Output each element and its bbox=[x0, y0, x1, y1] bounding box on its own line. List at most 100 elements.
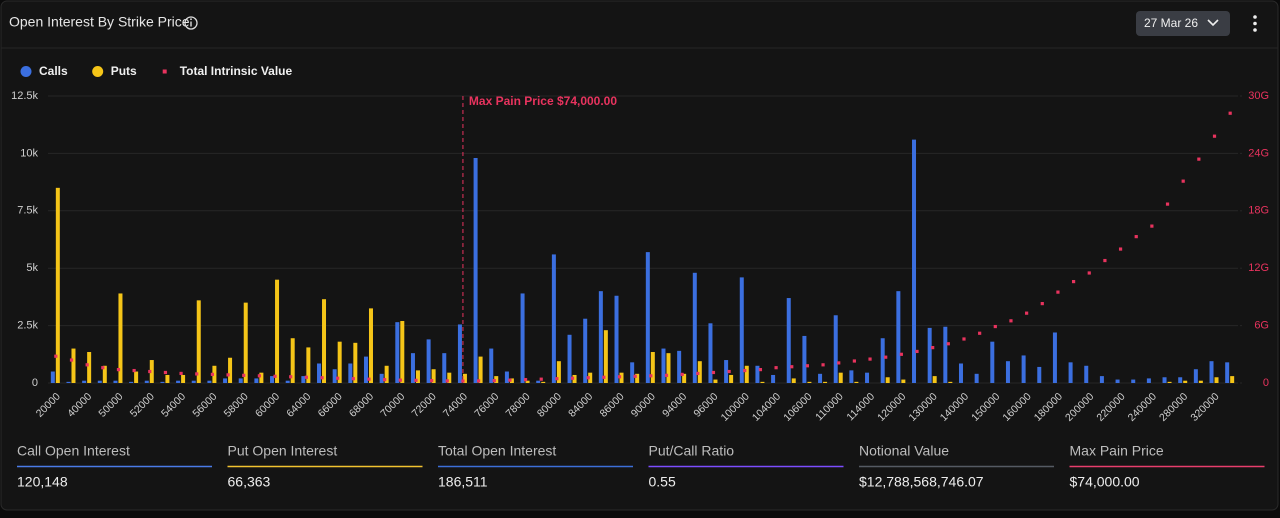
intrinsic-dot bbox=[1009, 319, 1013, 323]
bar bbox=[87, 352, 92, 383]
intrinsic-dot bbox=[837, 361, 841, 365]
chart-title: Open Interest By Strike Price bbox=[9, 14, 190, 30]
bar bbox=[207, 380, 212, 383]
legend-swatch bbox=[20, 66, 32, 77]
bar bbox=[1068, 362, 1073, 383]
bar bbox=[525, 380, 530, 383]
intrinsic-dot bbox=[664, 373, 669, 377]
intrinsic-dot bbox=[242, 373, 246, 377]
bar bbox=[724, 360, 729, 383]
bar bbox=[1209, 361, 1214, 383]
intrinsic-dot bbox=[476, 379, 481, 383]
bar bbox=[744, 365, 749, 383]
bar bbox=[317, 363, 322, 383]
bar bbox=[791, 378, 796, 383]
bar bbox=[410, 353, 415, 383]
legend-item[interactable]: Calls bbox=[20, 64, 69, 78]
y-tick-label: 7.5k bbox=[17, 205, 38, 217]
bar bbox=[598, 291, 603, 383]
bar bbox=[55, 187, 60, 383]
bar bbox=[807, 381, 812, 383]
bar bbox=[802, 335, 807, 383]
bar bbox=[66, 381, 71, 383]
intrinsic-dot bbox=[978, 331, 982, 335]
bar bbox=[82, 380, 87, 383]
bar bbox=[149, 360, 154, 383]
bar bbox=[1162, 377, 1167, 383]
y2-tick-label: 18G bbox=[1248, 205, 1269, 217]
bar bbox=[958, 363, 963, 383]
bar bbox=[134, 371, 139, 383]
bar bbox=[176, 380, 181, 383]
intrinsic-dot bbox=[320, 376, 324, 380]
bar bbox=[661, 348, 666, 383]
bar bbox=[755, 365, 760, 383]
bar bbox=[301, 376, 306, 383]
bar bbox=[692, 272, 697, 383]
intrinsic-dot bbox=[351, 377, 355, 381]
bar bbox=[588, 372, 593, 383]
stat-label: Max Pain Price bbox=[1070, 443, 1164, 459]
intrinsic-dot bbox=[743, 368, 747, 373]
intrinsic-dot bbox=[1118, 247, 1123, 251]
bar bbox=[1178, 377, 1183, 383]
bar bbox=[739, 277, 744, 383]
intrinsic-dot bbox=[69, 358, 74, 362]
bar bbox=[259, 372, 264, 383]
intrinsic-dot bbox=[539, 377, 543, 381]
intrinsic-dot bbox=[523, 378, 528, 382]
stat-value: 66,363 bbox=[228, 474, 271, 490]
legend-swatch bbox=[92, 66, 104, 77]
intrinsic-dot bbox=[993, 324, 997, 329]
stat-value: 0.55 bbox=[649, 474, 676, 490]
bar bbox=[536, 380, 541, 383]
bar bbox=[885, 377, 890, 383]
intrinsic-dot bbox=[132, 368, 136, 373]
legend-item[interactable]: Puts bbox=[92, 64, 137, 78]
bar bbox=[823, 381, 828, 383]
bar bbox=[556, 361, 561, 383]
date-selector[interactable]: 27 Mar 26 bbox=[1136, 11, 1230, 36]
bar bbox=[71, 348, 76, 383]
bar bbox=[901, 379, 906, 383]
info-icon[interactable] bbox=[184, 16, 198, 30]
bar bbox=[1052, 332, 1057, 383]
intrinsic-dot bbox=[210, 372, 215, 376]
more-menu[interactable] bbox=[1253, 15, 1257, 32]
intrinsic-dot bbox=[805, 364, 810, 368]
intrinsic-dot bbox=[727, 369, 731, 374]
intrinsic-dot bbox=[257, 374, 261, 378]
bar bbox=[368, 308, 373, 383]
intrinsic-dot bbox=[1197, 157, 1201, 161]
bar bbox=[865, 372, 870, 383]
bar bbox=[520, 293, 525, 383]
bar bbox=[509, 378, 514, 383]
legend-label: Puts bbox=[111, 64, 137, 78]
intrinsic-dot bbox=[696, 371, 700, 376]
bar bbox=[384, 365, 389, 383]
bar bbox=[181, 374, 186, 383]
legend-item[interactable]: Total Intrinsic Value bbox=[162, 64, 293, 78]
intrinsic-dot bbox=[492, 379, 496, 383]
date-label: 27 Mar 26 bbox=[1144, 16, 1198, 30]
intrinsic-dot bbox=[398, 378, 402, 382]
bar bbox=[541, 381, 546, 383]
intrinsic-dot bbox=[931, 346, 935, 350]
intrinsic-dot bbox=[304, 375, 308, 379]
bar bbox=[583, 318, 588, 383]
bar bbox=[379, 373, 384, 383]
bar bbox=[1146, 378, 1151, 383]
intrinsic-dot bbox=[273, 374, 277, 378]
intrinsic-dot bbox=[586, 376, 590, 380]
intrinsic-dot bbox=[602, 375, 606, 379]
bar bbox=[1099, 376, 1104, 383]
bar bbox=[494, 376, 499, 383]
legend-label: Calls bbox=[39, 64, 68, 78]
intrinsic-dot bbox=[226, 373, 230, 377]
bar bbox=[426, 339, 431, 383]
y2-tick-label: 12G bbox=[1248, 262, 1269, 274]
bar bbox=[729, 374, 734, 383]
bar bbox=[1193, 369, 1198, 383]
bar bbox=[442, 353, 447, 383]
